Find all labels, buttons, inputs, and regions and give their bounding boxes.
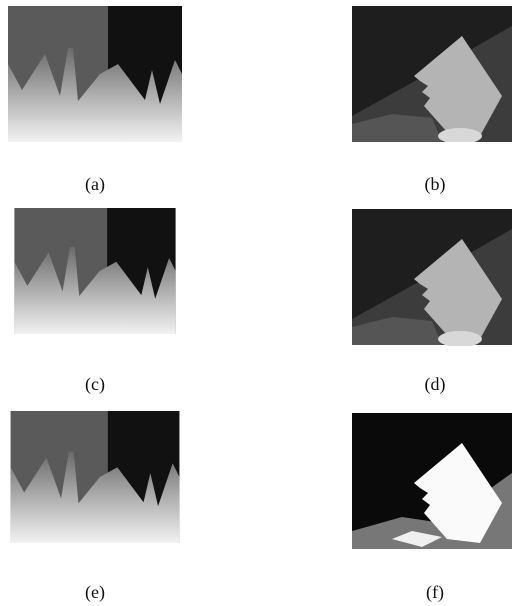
- figure: (a) (b) (c) (d) (e) (f): [0, 0, 522, 606]
- panel-label: (e): [85, 582, 105, 603]
- panel-image: [14, 208, 175, 334]
- panel-image: [352, 6, 512, 144]
- panel-image: [11, 411, 180, 543]
- panel-label: (d): [425, 374, 446, 395]
- panel-image: [352, 413, 512, 549]
- page: (a) (b) (c) (d) (e) (f) (() => { const d…: [0, 0, 522, 606]
- panel-label: (c): [85, 374, 105, 395]
- panel-label: (a): [85, 174, 105, 195]
- panel-label: (f): [426, 582, 444, 603]
- panel-label: (b): [425, 174, 446, 195]
- panel-image: [352, 209, 512, 347]
- panel-image: [8, 6, 182, 142]
